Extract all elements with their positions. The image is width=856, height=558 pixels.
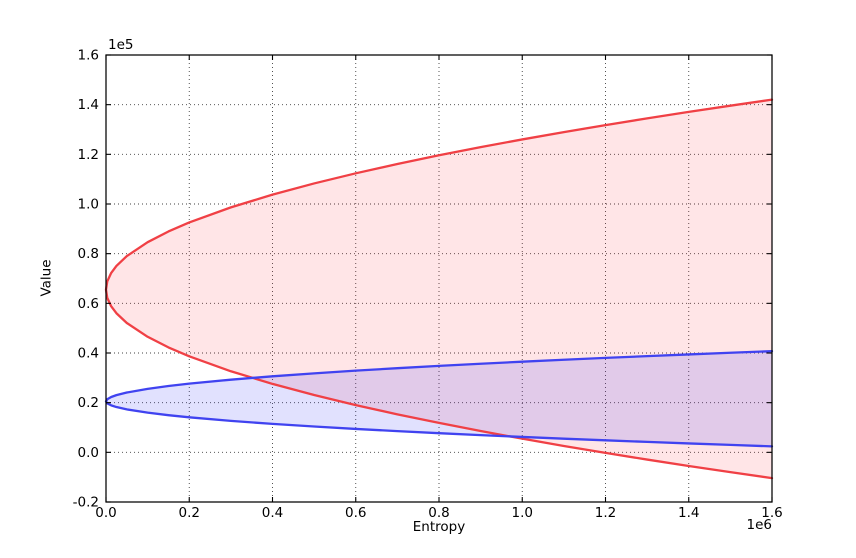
y-tick-label: 0.8 [78,246,99,262]
y-tick-label: 0.6 [78,296,99,312]
y-tick-label: 1.2 [78,147,99,163]
x-tick-label: 1.0 [512,505,533,521]
y-tick-label: 0.4 [78,346,99,362]
y-tick-label: 1.4 [78,97,99,113]
x-axis-label: Entropy [412,519,466,535]
y-tick-label: -0.2 [73,495,99,511]
x-tick-label: 1.6 [761,505,782,521]
x-tick-label: 0.2 [179,505,200,521]
x-tick-label: 0.6 [345,505,366,521]
x-tick-label: 0.0 [95,505,116,521]
y-axis-offset-text: 1e5 [108,37,134,53]
x-tick-label: 1.2 [595,505,616,521]
x-tick-label: 0.4 [262,505,283,521]
y-tick-label: 1.6 [78,48,99,64]
x-axis-offset-text: 1e6 [746,517,772,533]
y-tick-label: 1.0 [78,197,99,213]
y-axis-label: Value [38,259,55,297]
blue-band-fill [106,351,772,447]
y-tick-label: 0.0 [78,445,99,461]
x-tick-label: 1.4 [678,505,699,521]
y-tick-label: 0.2 [78,395,99,411]
x-tick-label: 0.8 [428,505,449,521]
